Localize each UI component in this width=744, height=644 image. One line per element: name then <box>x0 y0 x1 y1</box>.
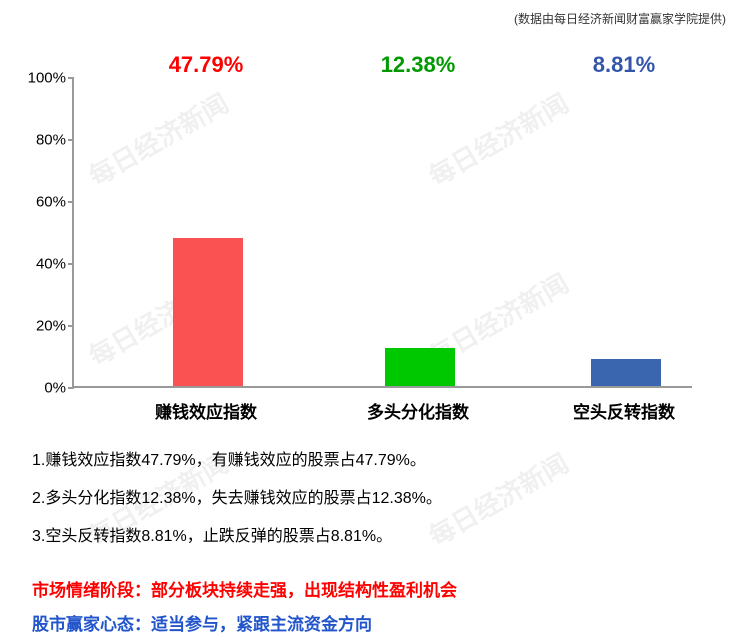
market-sentiment-line: 市场情绪阶段：部分板块持续走强，出现结构性盈利机会 <box>32 576 457 601</box>
y-tick-mark <box>68 139 74 141</box>
bar <box>385 348 455 386</box>
x-axis-label: 多头分化指数 <box>348 398 488 423</box>
y-tick-label: 20% <box>16 318 66 335</box>
notes-block: 1.赚钱效应指数47.79%，有赚钱效应的股票占47.79%。 2.多头分化指数… <box>32 446 712 560</box>
y-tick-mark <box>68 263 74 265</box>
y-tick-mark <box>68 325 74 327</box>
y-tick-label: 40% <box>16 256 66 273</box>
data-attribution: (数据由每日经济新闻财富赢家学院提供) <box>514 10 726 27</box>
note-line-3: 3.空头反转指数8.81%，止跌反弹的股票占8.81%。 <box>32 522 712 546</box>
note-line-1: 1.赚钱效应指数47.79%，有赚钱效应的股票占47.79%。 <box>32 446 712 470</box>
note-line-2: 2.多头分化指数12.38%，失去赚钱效应的股票占12.38%。 <box>32 484 712 508</box>
bar-chart: 0%20%40%60%80%100% <box>72 78 692 388</box>
y-tick-mark <box>68 77 74 79</box>
x-axis-label: 赚钱效应指数 <box>136 398 276 423</box>
bar-value-label: 8.81% <box>569 52 679 78</box>
bar-value-label: 47.79% <box>151 52 261 78</box>
y-tick-label: 80% <box>16 132 66 149</box>
y-tick-label: 0% <box>16 380 66 397</box>
bar <box>591 359 661 386</box>
y-tick-label: 100% <box>16 70 66 87</box>
y-tick-label: 60% <box>16 194 66 211</box>
y-tick-mark <box>68 201 74 203</box>
y-tick-mark <box>68 387 74 389</box>
bar-value-label: 12.38% <box>363 52 473 78</box>
investor-mindset-line: 股市赢家心态：适当参与，紧跟主流资金方向 <box>32 610 372 635</box>
bar <box>173 238 243 386</box>
x-axis-label: 空头反转指数 <box>554 398 694 423</box>
